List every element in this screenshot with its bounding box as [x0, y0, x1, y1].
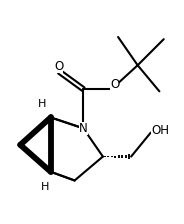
- Text: O: O: [54, 60, 63, 73]
- Text: O: O: [110, 78, 119, 91]
- Text: H: H: [38, 99, 46, 109]
- Text: H: H: [41, 182, 49, 192]
- Text: OH: OH: [151, 124, 169, 137]
- Text: N: N: [79, 122, 88, 135]
